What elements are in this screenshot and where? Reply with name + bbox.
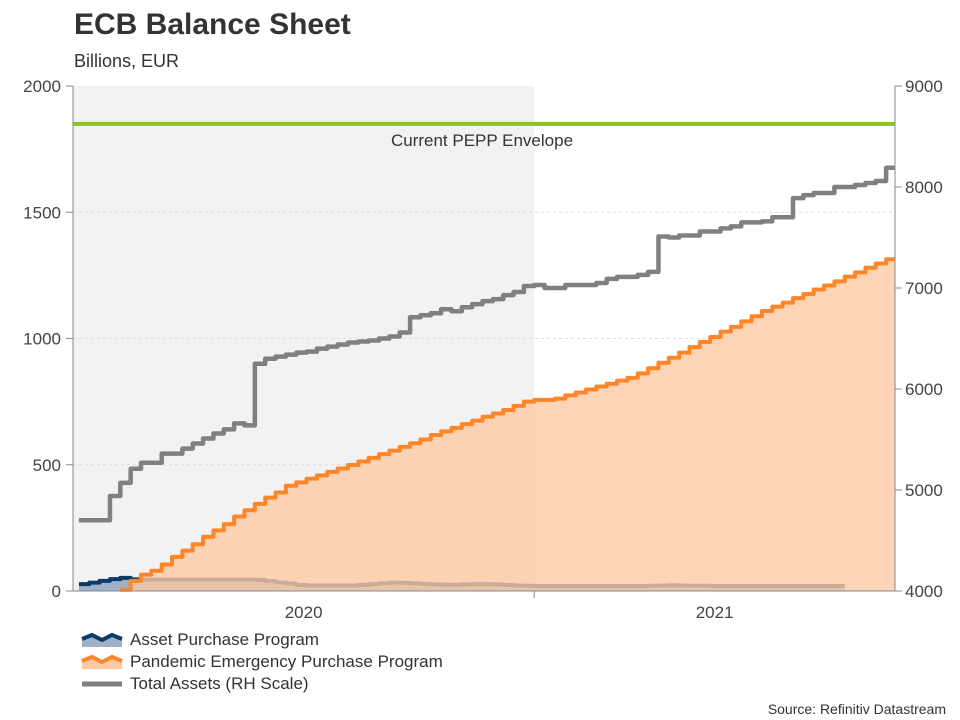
left-tick-label: 500 xyxy=(33,456,61,475)
chart-title: ECB Balance Sheet xyxy=(74,8,351,41)
source-note: Source: Refinitiv Datastream xyxy=(767,701,946,717)
total-assets-legend-icon xyxy=(82,681,122,687)
right-tick-label: 6000 xyxy=(905,380,943,399)
pepp-legend-icon xyxy=(81,654,123,669)
app-legend-icon xyxy=(81,632,123,647)
legend-label: Total Assets (RH Scale) xyxy=(130,674,309,693)
pepp-envelope-label: Current PEPP Envelope xyxy=(391,131,573,150)
left-tick-label: 1000 xyxy=(23,330,61,349)
chart-subtitle: Billions, EUR xyxy=(74,51,180,71)
total-assets-line xyxy=(78,165,895,523)
x-tick-label: 2021 xyxy=(696,603,734,622)
pepp-line xyxy=(120,257,895,592)
legend: Asset Purchase Program Pandemic Emergenc… xyxy=(80,629,443,695)
right-tick-label: 5000 xyxy=(905,481,943,500)
legend-item-pepp: Pandemic Emergency Purchase Program xyxy=(80,651,443,673)
right-tick-label: 7000 xyxy=(905,279,943,298)
left-tick-label: 1500 xyxy=(23,203,61,222)
legend-label: Pandemic Emergency Purchase Program xyxy=(130,652,443,671)
right-tick-label: 9000 xyxy=(905,77,943,96)
right-tick-label: 4000 xyxy=(905,582,943,601)
right-tick-label: 8000 xyxy=(905,178,943,197)
left-tick-label: 2000 xyxy=(23,77,61,96)
legend-item-app: Asset Purchase Program xyxy=(80,629,443,651)
x-tick-label: 2020 xyxy=(285,603,323,622)
left-tick-label: 0 xyxy=(52,582,61,601)
legend-item-total-assets: Total Assets (RH Scale) xyxy=(80,673,443,695)
legend-label: Asset Purchase Program xyxy=(130,630,319,649)
